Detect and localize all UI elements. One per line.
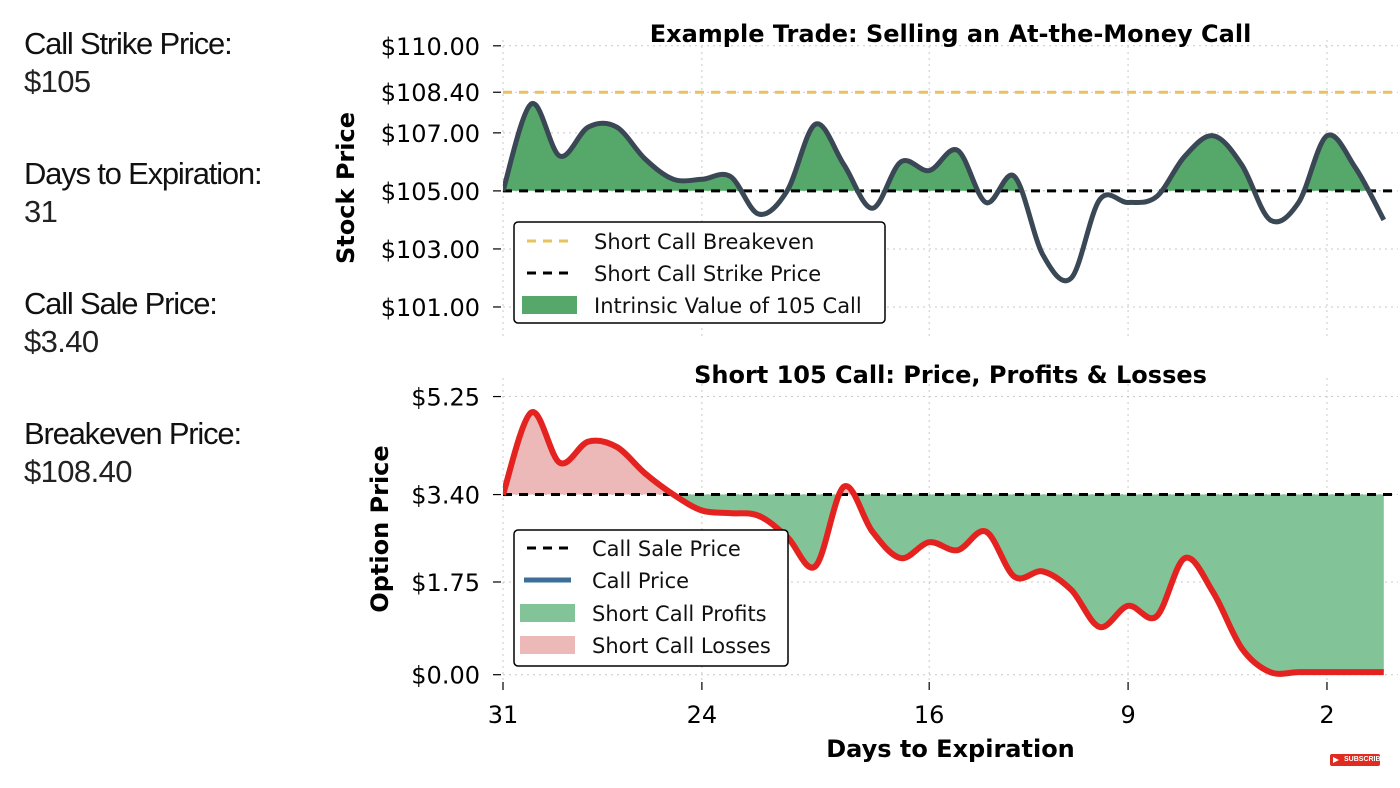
info-value: $108.40 <box>24 454 132 489</box>
x-tick-label: 31 <box>488 701 519 729</box>
legend-label: Call Sale Price <box>592 537 741 561</box>
info-item-strike: Call Strike Price: $105 <box>24 25 324 155</box>
info-value: $3.40 <box>24 324 99 359</box>
legend-label: Short Call Breakeven <box>594 230 814 254</box>
chart-panel-1 <box>493 40 1398 336</box>
chart-panel-2 <box>493 378 1398 690</box>
x-tick-label: 24 <box>687 701 718 729</box>
legend-label: Short Call Profits <box>592 602 767 626</box>
legend-label: Short Call Losses <box>592 634 771 658</box>
y-tick-label: $108.40 <box>381 79 480 107</box>
stock-price-line <box>503 101 1387 284</box>
chart-title: Short 105 Call: Price, Profits & Losses <box>694 361 1207 389</box>
info-item-breakeven: Breakeven Price: $108.40 <box>24 415 324 545</box>
y-tick-label: $105.00 <box>381 178 480 206</box>
legend-frame <box>513 221 886 324</box>
legend-label: Short Call Strike Price <box>594 262 821 286</box>
chart-title: Example Trade: Selling an At-the-Money C… <box>650 20 1252 48</box>
short-call-profits-area <box>503 494 1384 674</box>
plot-area <box>503 90 1398 284</box>
info-item-days: Days to Expiration: 31 <box>24 155 324 285</box>
chart-legend <box>513 529 789 667</box>
y-tick-label: $0.00 <box>411 662 480 690</box>
y-axis-label: Option Price <box>366 445 394 612</box>
y-tick-label: $110.00 <box>381 33 480 61</box>
y-axis-label: Stock Price <box>332 112 360 264</box>
subscribe-badge[interactable]: SUBSCRIBE <box>1330 754 1385 766</box>
x-axis-label: Days to Expiration <box>826 735 1075 763</box>
y-tick-label: $101.00 <box>381 294 480 322</box>
info-value: $105 <box>24 64 91 99</box>
x-tick-label: 16 <box>914 701 945 729</box>
chart-legend <box>513 221 886 324</box>
info-panel: Call Strike Price: $105 Days to Expirati… <box>24 25 324 545</box>
legend-label: Intrinsic Value of 105 Call <box>594 294 862 318</box>
info-label: Breakeven Price: <box>24 416 242 451</box>
legend-label: Call Price <box>592 569 689 593</box>
y-tick-label: $5.25 <box>411 384 480 412</box>
short-call-losses-area <box>503 412 1384 495</box>
legend-swatch-intrinsic <box>522 296 577 314</box>
y-tick-label: $1.75 <box>411 569 480 597</box>
y-tick-label: $107.00 <box>381 120 480 148</box>
plot-area <box>503 409 1398 677</box>
info-label: Call Strike Price: <box>24 26 233 61</box>
info-item-sale-price: Call Sale Price: $3.40 <box>24 285 324 415</box>
play-icon <box>1333 757 1339 763</box>
legend-swatch-losses <box>520 636 575 654</box>
info-label: Call Sale Price: <box>24 286 218 321</box>
info-label: Days to Expiration: <box>24 156 263 191</box>
y-tick-label: $3.40 <box>411 482 480 510</box>
legend-frame <box>513 529 789 667</box>
call-price-line <box>503 409 1384 677</box>
x-tick-label: 9 <box>1120 701 1135 729</box>
x-tick-label: 2 <box>1319 701 1334 729</box>
y-tick-label: $103.00 <box>381 236 480 264</box>
info-value: 31 <box>24 194 58 229</box>
legend-swatch-profits <box>520 604 575 622</box>
